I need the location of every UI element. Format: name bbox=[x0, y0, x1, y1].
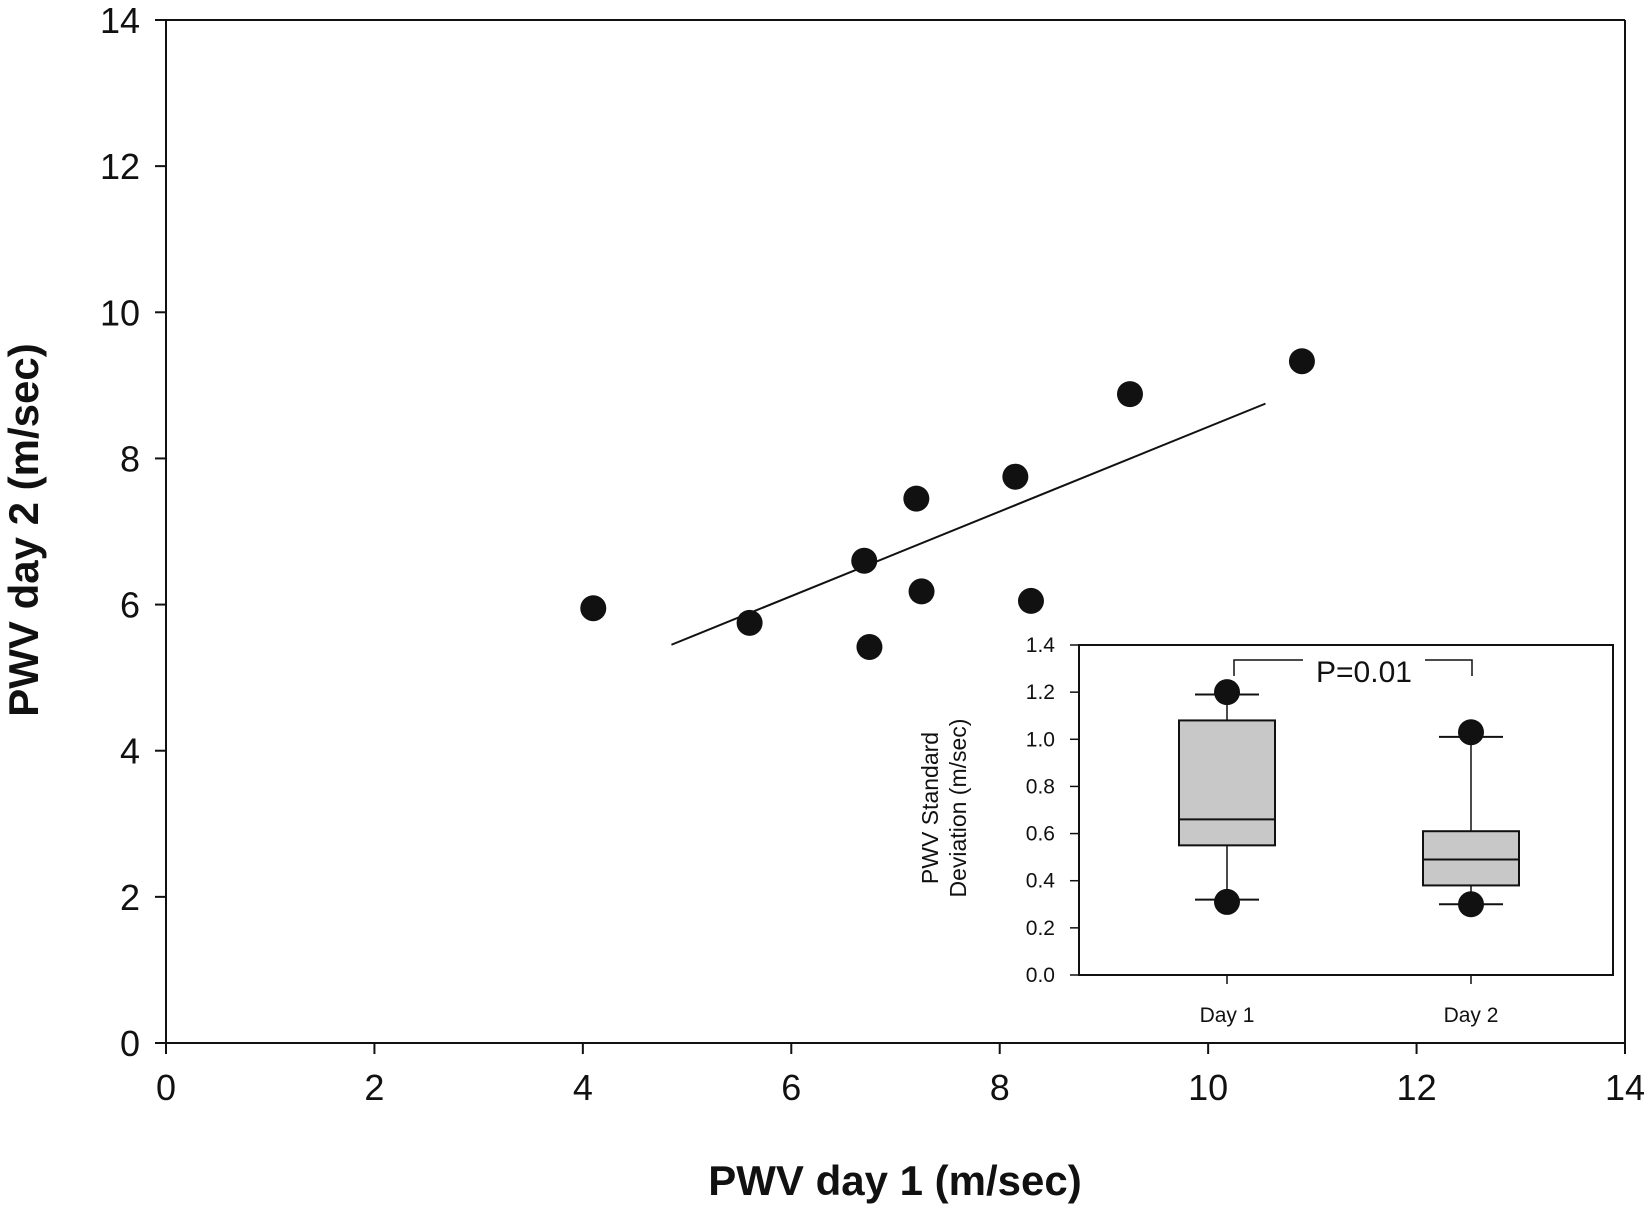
outlier-point bbox=[1458, 719, 1484, 746]
y-tick-label: 2 bbox=[120, 877, 140, 918]
scatter-point bbox=[1288, 348, 1315, 375]
outlier-point bbox=[1458, 891, 1484, 918]
y-tick-label: 12 bbox=[100, 146, 140, 187]
inset-frame bbox=[1078, 644, 1614, 976]
box-group bbox=[1422, 719, 1520, 918]
scatter-point bbox=[736, 609, 763, 636]
y-tick-label: 4 bbox=[120, 731, 140, 772]
y-tick-label: 14 bbox=[100, 0, 140, 41]
main-axes: 0 2 4 6 8 10 12 14 0 2 4 6 8 10 12 14 bbox=[100, 0, 1645, 1108]
regression-line bbox=[671, 402, 1266, 646]
x-tick-label: 8 bbox=[990, 1067, 1010, 1108]
y-tick-label: 0 bbox=[120, 1023, 140, 1064]
inset-y-tick-label: 0.2 bbox=[1026, 917, 1055, 940]
inset-y-tick-label: 0.8 bbox=[1026, 775, 1055, 798]
scatter-point bbox=[580, 595, 607, 622]
box-group bbox=[1178, 679, 1276, 915]
x-axis-title: PWV day 1 (m/sec) bbox=[708, 1157, 1081, 1204]
outlier-point bbox=[1214, 888, 1240, 915]
main-plot-area bbox=[580, 348, 1315, 660]
outlier-point bbox=[1214, 679, 1240, 706]
y-tick-label: 8 bbox=[120, 438, 140, 479]
inset-axes: 0.0 0.2 0.4 0.6 0.8 1.0 1.2 1.4 Day 1 Day 2 bbox=[1026, 634, 1499, 1027]
scatter-point bbox=[1002, 463, 1029, 490]
x-tick-label: 12 bbox=[1397, 1067, 1437, 1108]
x-tick-label: 4 bbox=[573, 1067, 593, 1108]
inset-x-tick-label: Day 1 bbox=[1200, 1004, 1255, 1027]
box-iqr bbox=[1422, 830, 1520, 887]
scatter-point bbox=[903, 485, 930, 512]
scatter-point bbox=[851, 547, 878, 574]
inset-y-axis-title-line-2: Deviation (m/sec) bbox=[945, 719, 971, 898]
inset-y-tick-label: 1.4 bbox=[1026, 634, 1056, 657]
x-tick-label: 10 bbox=[1188, 1067, 1228, 1108]
x-tick-label: 0 bbox=[156, 1067, 176, 1108]
inset-x-tick-label: Day 2 bbox=[1444, 1004, 1499, 1027]
y-tick-label: 10 bbox=[100, 292, 140, 333]
scatter-point bbox=[856, 633, 883, 660]
box-iqr bbox=[1178, 719, 1276, 847]
inset-boxplot: 0.0 0.2 0.4 0.6 0.8 1.0 1.2 1.4 Day 1 Day 2 PWV S… bbox=[917, 634, 1614, 1027]
inset-boxes bbox=[1178, 679, 1520, 918]
scatter-point bbox=[908, 578, 935, 605]
x-tick-label: 6 bbox=[781, 1067, 801, 1108]
y-axis-title: PWV day 2 (m/sec) bbox=[0, 343, 47, 716]
inset-y-tick-label: 0.0 bbox=[1026, 964, 1055, 987]
p-value-bracket bbox=[1233, 659, 1473, 676]
inset-y-tick-label: 0.4 bbox=[1026, 870, 1056, 893]
inset-y-axis-title-line-1: PWV Standard bbox=[917, 732, 943, 884]
inset-y-tick-label: 1.2 bbox=[1026, 681, 1055, 704]
y-tick-label: 6 bbox=[120, 585, 140, 626]
x-tick-label: 14 bbox=[1605, 1067, 1645, 1108]
p-value-label: P=0.01 bbox=[1316, 656, 1412, 689]
x-tick-label: 2 bbox=[364, 1067, 384, 1108]
inset-y-tick-label: 1.0 bbox=[1026, 728, 1055, 751]
scatter-point bbox=[1116, 381, 1143, 408]
inset-y-tick-label: 0.6 bbox=[1026, 823, 1055, 846]
scatter-point bbox=[1017, 587, 1044, 614]
